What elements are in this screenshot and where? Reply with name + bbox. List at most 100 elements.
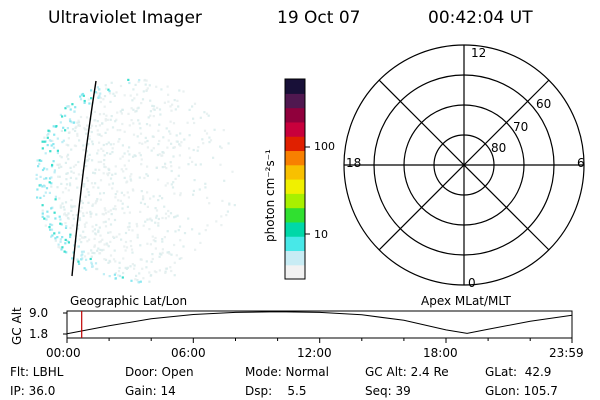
image-pixel xyxy=(153,108,156,111)
image-pixel xyxy=(80,241,83,244)
image-pixel xyxy=(67,137,70,140)
image-pixel xyxy=(109,118,112,121)
image-pixel xyxy=(96,92,99,95)
image-pixel xyxy=(96,152,99,155)
image-pixel xyxy=(99,192,102,195)
image-pixel xyxy=(67,158,70,161)
image-pixel xyxy=(155,209,159,212)
image-pixel xyxy=(131,229,134,232)
image-pixel xyxy=(51,139,54,142)
image-pixel xyxy=(103,165,106,168)
image-pixel xyxy=(43,177,46,180)
colorbar-tick-label-10: 10 xyxy=(314,228,328,241)
image-pixel xyxy=(146,205,149,208)
image-pixel xyxy=(172,146,175,149)
image-pixel xyxy=(42,194,46,197)
image-pixel xyxy=(111,173,114,176)
image-pixel xyxy=(212,156,215,159)
image-pixel xyxy=(97,160,100,164)
image-pixel xyxy=(69,233,72,236)
image-pixel xyxy=(111,182,114,185)
image-pixel xyxy=(93,228,96,231)
image-pixel xyxy=(137,80,140,83)
image-pixel xyxy=(58,166,61,169)
image-pixel xyxy=(102,248,105,251)
image-pixel xyxy=(117,140,120,143)
image-pixel xyxy=(87,191,90,194)
image-pixel xyxy=(85,132,88,135)
image-pixel xyxy=(70,209,73,212)
image-pixel xyxy=(103,154,106,157)
image-pixel xyxy=(110,115,113,118)
image-pixel xyxy=(192,148,195,152)
colorbar-segment xyxy=(285,136,305,152)
image-pixel xyxy=(50,235,53,238)
image-pixel xyxy=(88,102,91,105)
image-pixel xyxy=(106,152,109,155)
image-pixel xyxy=(68,118,72,121)
image-pixel xyxy=(220,224,223,227)
image-pixel xyxy=(60,165,63,168)
image-pixel xyxy=(87,143,90,146)
image-pixel xyxy=(179,239,182,242)
image-pixel xyxy=(103,258,106,261)
image-pixel xyxy=(233,204,236,207)
image-pixel xyxy=(145,79,148,82)
image-pixel xyxy=(86,179,90,182)
image-pixel xyxy=(72,171,75,174)
image-pixel xyxy=(144,220,147,223)
image-pixel xyxy=(105,143,108,146)
image-pixel xyxy=(132,133,136,136)
image-pixel xyxy=(98,168,101,171)
image-pixel xyxy=(44,140,47,143)
image-pixel xyxy=(191,105,194,108)
image-pixel xyxy=(78,238,81,241)
image-pixel xyxy=(136,93,139,96)
image-pixel xyxy=(108,171,111,175)
image-pixel xyxy=(146,191,149,194)
image-pixel xyxy=(163,101,166,104)
image-pixel xyxy=(199,116,202,119)
image-pixel xyxy=(188,147,191,150)
image-pixel xyxy=(178,166,181,169)
image-pixel xyxy=(209,139,213,142)
lat-label-70: 70 xyxy=(513,120,529,134)
image-pixel xyxy=(117,274,120,277)
image-pixel xyxy=(79,234,82,237)
image-pixel xyxy=(69,226,72,230)
image-pixel xyxy=(139,127,142,130)
image-pixel xyxy=(77,160,80,164)
image-pixel xyxy=(112,143,115,146)
image-pixel xyxy=(166,85,169,88)
image-pixel xyxy=(145,173,148,176)
image-pixel xyxy=(130,248,134,251)
image-pixel xyxy=(95,267,98,271)
image-pixel xyxy=(149,110,152,113)
mlt-label-0: 0 xyxy=(468,276,476,290)
image-pixel xyxy=(123,211,126,215)
image-pixel xyxy=(99,179,103,182)
image-pixel xyxy=(107,261,110,264)
image-pixel xyxy=(173,261,176,264)
image-pixel xyxy=(193,102,197,105)
image-pixel xyxy=(133,154,136,157)
image-pixel xyxy=(78,262,81,265)
colorbar-tick-label-100: 100 xyxy=(314,140,335,153)
image-pixel xyxy=(196,149,199,152)
xtick-label-0000: 00:00 xyxy=(46,346,81,360)
image-pixel xyxy=(149,114,152,117)
image-pixel xyxy=(176,214,179,217)
image-pixel xyxy=(101,212,104,216)
image-pixel xyxy=(87,157,91,160)
image-pixel xyxy=(54,239,57,242)
image-pixel xyxy=(164,162,167,165)
altitude-left-title: Geographic Lat/Lon xyxy=(70,294,188,308)
image-pixel xyxy=(151,104,154,107)
image-pixel xyxy=(110,213,113,216)
image-pixel xyxy=(55,125,58,128)
image-pixel xyxy=(97,149,100,152)
image-pixel xyxy=(145,88,148,92)
image-pixel xyxy=(80,254,83,257)
image-pixel xyxy=(93,237,96,240)
image-pixel xyxy=(85,165,88,168)
